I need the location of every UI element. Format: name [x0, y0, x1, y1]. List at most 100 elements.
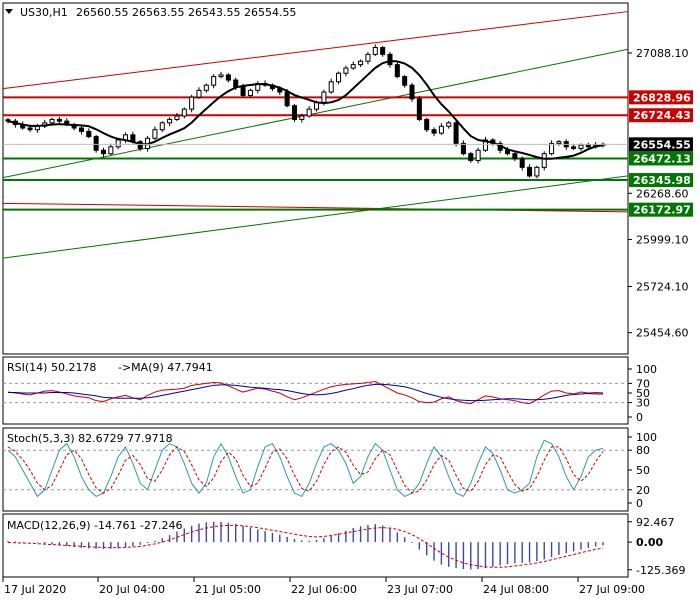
tick-label: 20	[636, 484, 650, 497]
price-candles	[5, 44, 606, 179]
candle	[549, 140, 555, 156]
candle-body	[380, 47, 386, 55]
candle-body	[299, 115, 305, 120]
candle	[27, 126, 33, 133]
level-badge-2	[629, 151, 693, 166]
candle-body	[446, 122, 452, 127]
level-badge-0	[629, 90, 693, 105]
candle-body	[336, 72, 342, 83]
candle-body	[137, 141, 143, 150]
level-label-3: 26345.98	[633, 174, 691, 187]
candle-body	[56, 118, 62, 122]
candle-body	[100, 149, 107, 155]
candle-body	[225, 74, 231, 81]
level-badge-4	[629, 202, 693, 217]
candle-body	[167, 118, 173, 124]
symbol-dropdown-icon[interactable]	[5, 9, 13, 14]
panel-frame-price	[2, 2, 629, 355]
candle-body	[556, 141, 562, 144]
candle	[402, 74, 408, 88]
chart-header-ohlc: 26560.55 26563.55 26543.55 26554.55	[76, 6, 296, 19]
candle	[299, 113, 305, 123]
candle	[350, 61, 356, 70]
time-tick-label: 24 Jul 08:00	[483, 583, 549, 596]
candle-body	[321, 91, 327, 103]
time-tick-label: 20 Jul 04:00	[99, 583, 165, 596]
rsi-ma-label: ->MA(9) 47.7941	[118, 361, 213, 374]
candle	[189, 94, 195, 113]
macd-panel: 92.467 0.00 -125.369	[7, 516, 685, 577]
stochastic-label: Stoch(5,3,3) 82.6729 77.9718	[7, 432, 173, 445]
candle-body	[468, 153, 474, 162]
candle	[115, 138, 121, 150]
candle	[358, 59, 364, 68]
candle	[541, 151, 547, 171]
candle-body	[585, 144, 591, 148]
candle-body	[247, 89, 253, 96]
candle	[218, 71, 224, 79]
candle-body	[358, 60, 364, 66]
candle-body	[211, 76, 217, 86]
candle	[336, 71, 342, 85]
candle	[56, 117, 62, 125]
candle-body	[233, 79, 239, 88]
candle-body	[152, 129, 158, 139]
time-tick-label: 17 Jul 2020	[4, 583, 66, 596]
candle-body	[571, 146, 577, 150]
tick-label: 100	[636, 431, 657, 444]
level-badge-1	[629, 108, 693, 123]
candle-body	[460, 142, 466, 155]
time-axis: 17 Jul 2020 20 Jul 04:00 21 Jul 05:00 22 Ju…	[2, 577, 645, 596]
tick-label: 70	[636, 377, 650, 390]
candle	[409, 82, 415, 102]
candle	[343, 65, 349, 77]
candle-body	[549, 142, 555, 155]
candle-body	[372, 47, 378, 55]
panel-frame-rsi	[2, 356, 629, 425]
price-tick-label: 25454.60	[636, 327, 689, 340]
candle-body	[409, 84, 415, 100]
candle-body	[431, 129, 437, 134]
candle-body	[394, 64, 400, 78]
candle-body	[78, 127, 84, 132]
candle	[372, 44, 378, 57]
price-tick-label: 26268.60	[636, 187, 689, 200]
candle-body	[306, 108, 312, 117]
candle-body	[174, 115, 180, 120]
macd-label: MACD(12,26,9) -14.761 -27.246	[7, 519, 182, 532]
candle-body	[27, 127, 33, 131]
last-price-label: 26554.55	[633, 138, 691, 151]
level-label-1: 26724.43	[633, 109, 691, 122]
level-label-4: 26172.97	[633, 204, 691, 217]
ma-line	[7, 59, 604, 160]
candle	[468, 151, 474, 163]
candle	[394, 61, 400, 79]
tick-label: 30	[636, 397, 650, 410]
candle	[108, 143, 114, 156]
candle-body	[108, 146, 114, 155]
time-tick-label: 23 Jul 07:00	[387, 583, 453, 596]
candle	[247, 88, 253, 98]
tick-label: 0	[636, 497, 643, 510]
candle-body	[438, 125, 444, 134]
candle	[431, 127, 437, 137]
candle-body	[159, 122, 165, 131]
price-axis: 26828.96 26724.43 26472.13 26345.98 26172.97…	[3, 47, 693, 340]
candle	[167, 117, 173, 126]
candle-body	[512, 153, 518, 160]
candle	[306, 106, 312, 118]
candle	[78, 125, 84, 135]
candle	[416, 95, 422, 122]
candle	[446, 121, 452, 129]
candle	[534, 165, 540, 179]
candle	[137, 139, 143, 151]
candle	[387, 51, 393, 68]
candle	[365, 51, 371, 65]
candle-body	[527, 166, 533, 177]
price-tick-label: 27088.10	[636, 47, 689, 60]
candle	[174, 112, 180, 122]
trendline-3	[2, 175, 629, 259]
candle	[211, 74, 217, 89]
